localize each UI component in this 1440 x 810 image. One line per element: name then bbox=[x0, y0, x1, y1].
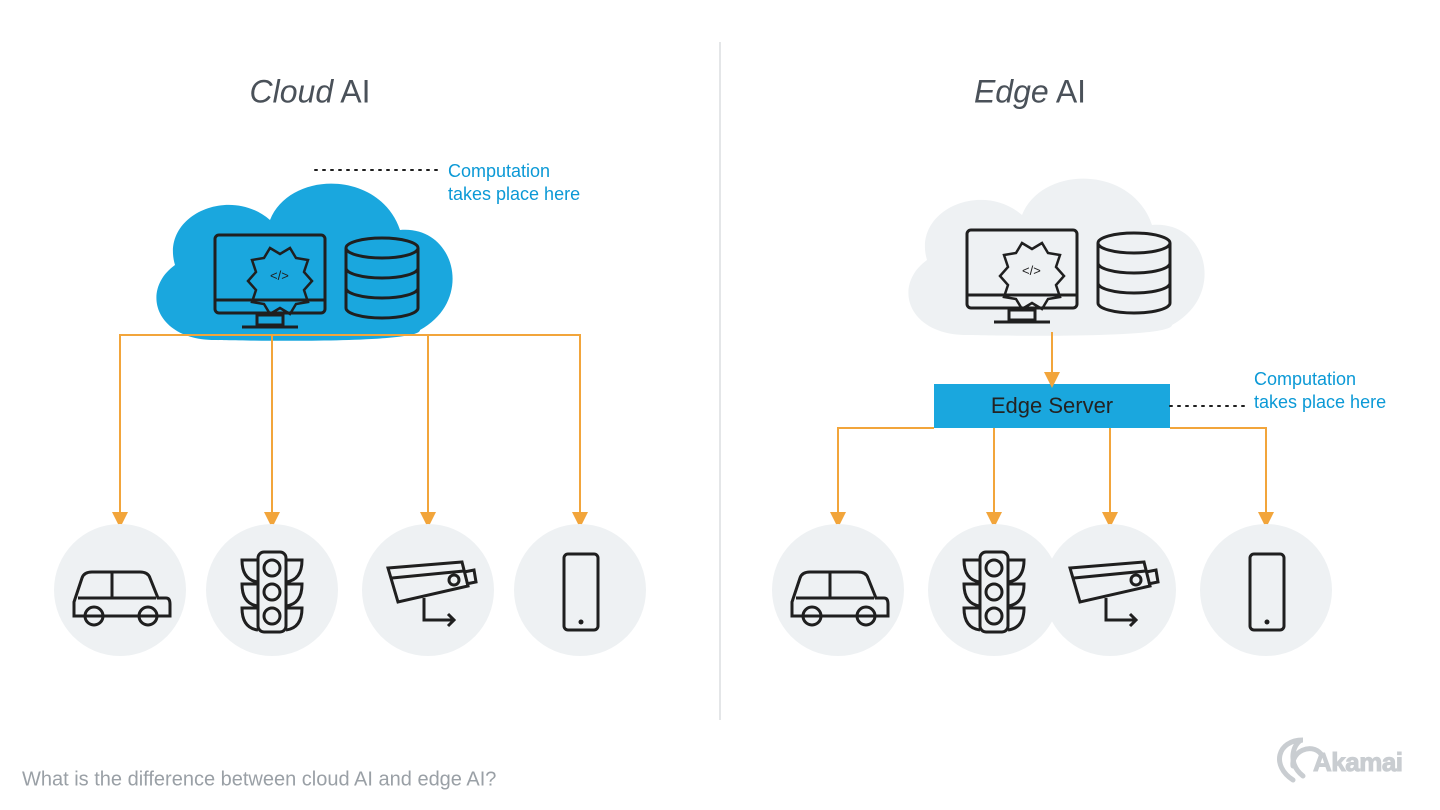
arrow-layer bbox=[0, 0, 1440, 810]
device-traffic-light bbox=[206, 524, 338, 656]
device-camera bbox=[1044, 524, 1176, 656]
connector-arrow bbox=[300, 335, 580, 520]
device-traffic-light bbox=[928, 524, 1060, 656]
connector-arrow bbox=[1170, 428, 1266, 520]
svg-text:Akamai: Akamai bbox=[1313, 747, 1403, 777]
device-phone bbox=[1200, 524, 1332, 656]
device-phone bbox=[514, 524, 646, 656]
connector-arrow bbox=[838, 428, 934, 520]
connector-arrow bbox=[300, 335, 428, 520]
device-car bbox=[54, 524, 186, 656]
akamai-logo: Akamai bbox=[1275, 736, 1425, 784]
connector-arrow bbox=[272, 335, 300, 520]
device-car bbox=[772, 524, 904, 656]
device-camera bbox=[362, 524, 494, 656]
footer-caption: What is the difference between cloud AI … bbox=[22, 769, 496, 792]
